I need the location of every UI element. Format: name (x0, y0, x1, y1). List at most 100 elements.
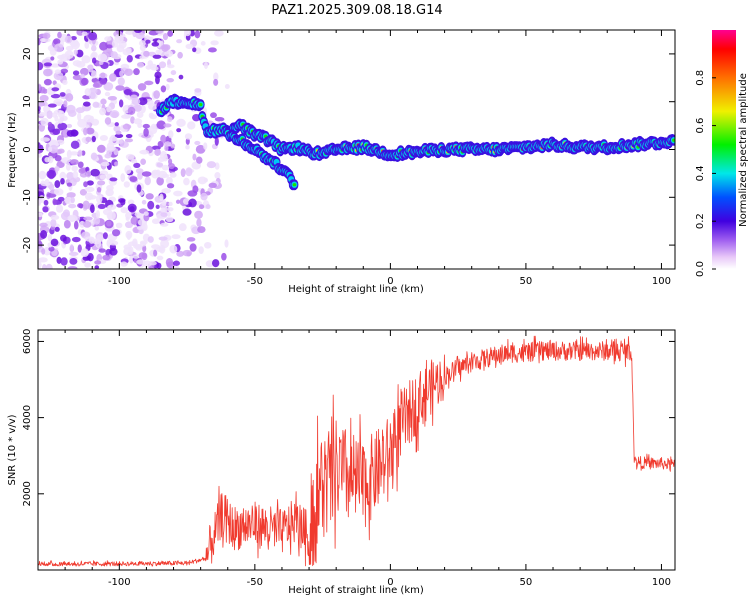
spectrogram-noise-blob (136, 62, 145, 68)
spectrogram-noise-blob (165, 257, 174, 267)
spectrogram-noise-blob (38, 170, 47, 180)
spectrogram-noise-blob (53, 98, 64, 106)
spectrogram-noise-blob (72, 74, 83, 81)
spectrogram-noise-blob (194, 210, 203, 219)
spectrogram-noise-blob (95, 239, 102, 248)
spectrogram-noise-blob (97, 53, 108, 62)
spectrogram-noise-blob (210, 40, 219, 46)
spectrogram-noise-blob (59, 92, 66, 97)
spectrogram-noise-blob (50, 218, 57, 228)
spectrogram-noise-blob (166, 78, 175, 83)
spectrogram-noise-blob (87, 253, 94, 262)
spectrogram-noise-blob (41, 248, 46, 255)
spectrogram-noise-blob (68, 251, 79, 256)
spectrogram-noise-blob (65, 162, 71, 171)
spectrogram-noise-blob (104, 91, 111, 97)
colorbar-tick-label: 0.2 (695, 213, 706, 229)
spectrogram-noise-blob (104, 117, 112, 125)
spectrogram-noise-blob (166, 64, 175, 69)
spectrogram-noise-blob (213, 72, 219, 81)
spectrogram-noise-blob (129, 176, 138, 183)
spectrogram-noise-blob (187, 121, 196, 130)
spectrogram-noise-blob (113, 125, 121, 132)
spectrogram-noise-blob (38, 62, 44, 71)
spectrogram-noise-blob (136, 184, 142, 193)
spectrogram-noise-blob (83, 127, 88, 136)
spectrogram-noise-blob (165, 176, 173, 185)
spectrogram-noise-blob (136, 225, 143, 230)
spectrogram-noise-blob (137, 83, 147, 91)
spectrogram-noise-blob (124, 221, 134, 229)
spectrogram-xtick-label: -50 (247, 276, 263, 287)
spectrogram-noise-blob (109, 110, 120, 118)
spectrogram-noise-blob (95, 210, 101, 219)
spectrogram-noise-blob (160, 134, 167, 143)
spectrogram-noise-blob (207, 47, 217, 53)
spectrogram-noise-blob (176, 250, 184, 257)
spectrogram-noise-blob (133, 162, 141, 169)
spectrogram-noise-blob (41, 263, 47, 269)
spectrogram-noise-blob (66, 130, 75, 137)
spectrogram-noise-blob (167, 162, 175, 170)
spectrogram-noise-blob (185, 144, 190, 150)
spectrogram-noise-blob (70, 40, 80, 50)
spectrogram-noise-blob (137, 171, 143, 180)
spectrogram-noise-blob (77, 118, 87, 128)
spectrogram-noise-blob (151, 169, 160, 179)
spectrogram-noise-blob (71, 236, 81, 243)
spectrogram-noise-blob (61, 157, 71, 164)
spectrogram-noise-blob (139, 44, 146, 51)
spectrogram-noise-blob (127, 106, 136, 115)
spectrogram-noise-blob (54, 43, 64, 53)
spectrogram-noise-blob (43, 78, 52, 86)
spectrogram-noise-blob (47, 121, 53, 128)
spectrogram-noise-blob (109, 136, 118, 142)
spectrogram-noise-blob (159, 193, 164, 202)
spectrogram-noise-blob (133, 244, 142, 249)
spectrogram-noise-blob (178, 74, 184, 80)
spectrogram-noise-blob (133, 118, 143, 125)
spectrogram-noise-blob (70, 140, 80, 150)
spectrogram-noise-blob (118, 99, 124, 108)
spectrogram-noise-blob (198, 246, 204, 255)
spectrogram-noise-blob (167, 30, 174, 37)
spectrogram-noise-blob (164, 145, 169, 152)
spectrogram-noise-blob (115, 222, 123, 229)
spectrogram-noise-blob (194, 88, 202, 93)
spectrogram-noise-blob (114, 161, 119, 167)
spectrogram-noise-blob (82, 101, 91, 107)
spectrogram-noise-blob (118, 40, 127, 49)
spectrogram-noise-blob (120, 173, 126, 182)
spectrogram-noise-blob (180, 168, 186, 178)
spectrogram-noise-blob (177, 51, 183, 59)
spectrogram-noise-blob (45, 263, 53, 269)
spectrogram-noise-blob (136, 111, 144, 118)
spectrogram-noise-blob (78, 167, 86, 174)
spectrogram-noise-blob (134, 30, 142, 34)
spectrogram-noise-blob (135, 31, 145, 40)
spectrogram-noise-blob (62, 79, 68, 86)
spectrogram-noise-blob (49, 144, 58, 154)
spectrogram-noise-blob (72, 60, 82, 67)
spectrogram-ridge-mark (198, 102, 203, 107)
spectrogram-noise-blob (47, 103, 57, 108)
spectrogram-noise-blob (130, 216, 139, 225)
spectrogram-noise-blob (82, 200, 90, 210)
spectrogram-noise-blob (40, 137, 51, 142)
spectrogram-noise-blob (125, 153, 135, 160)
spectrogram-noise-blob (80, 73, 85, 79)
spectrogram-noise-blob (98, 248, 106, 253)
spectrogram-noise-blob (67, 109, 77, 117)
spectrogram-noise-blob (98, 60, 104, 66)
spectrogram-noise-blob (156, 255, 164, 261)
spectrogram-noise-blob (49, 49, 57, 56)
spectrogram-noise-blob (183, 177, 190, 186)
spectrogram-noise-blob (77, 149, 83, 157)
spectrogram-noise-blob (142, 244, 147, 253)
snr-series-line (38, 335, 675, 567)
spectrogram-noise-blob (192, 47, 197, 53)
spectrogram-noise-blob (161, 44, 169, 52)
spectrogram-noise-blob (213, 78, 219, 86)
snr-ylabel: SNR (10 * v/v) (7, 414, 18, 485)
spectrogram-noise-blob (77, 244, 82, 253)
